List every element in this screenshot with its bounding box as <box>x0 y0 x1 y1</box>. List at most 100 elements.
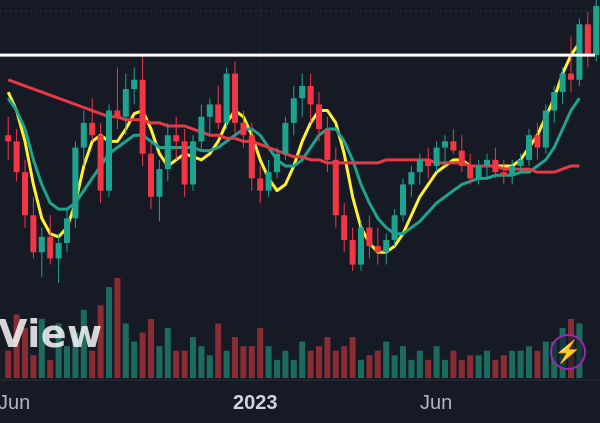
candle <box>156 159 163 222</box>
candle <box>299 73 306 117</box>
volume-bar <box>38 318 45 378</box>
candle-body <box>425 159 432 166</box>
candle-body <box>248 135 255 179</box>
candle <box>30 196 37 259</box>
candle-body <box>97 135 104 191</box>
candle <box>383 233 390 265</box>
volume-bar <box>324 337 331 378</box>
moving-average-lines <box>6 41 581 254</box>
volume-bars <box>5 278 583 378</box>
volume-bar <box>290 359 297 378</box>
watermark-text: View <box>0 312 103 356</box>
volume-bar <box>391 355 398 378</box>
volume-bar <box>265 346 272 378</box>
candle-body <box>257 178 264 191</box>
volume-bar <box>383 341 390 378</box>
candle <box>148 141 154 210</box>
candle-body <box>164 135 171 170</box>
candle-body <box>576 24 583 80</box>
candle <box>400 178 406 222</box>
volume-bar <box>122 323 129 378</box>
candle <box>584 12 591 68</box>
x-tick-label: Jun <box>0 392 31 414</box>
volume-bar <box>106 287 112 378</box>
candle-body <box>316 104 322 130</box>
candle-body <box>232 73 238 123</box>
volume-bar <box>206 355 213 378</box>
candle-body <box>30 215 37 253</box>
candle-body <box>593 5 600 56</box>
volume-bar <box>139 332 146 378</box>
candle-body <box>500 172 507 176</box>
candle <box>131 67 138 105</box>
candle-body <box>290 98 297 123</box>
candle <box>232 61 238 136</box>
volume-bar <box>257 328 264 378</box>
candle <box>223 67 230 130</box>
candle-body <box>47 236 54 259</box>
candle <box>358 221 364 271</box>
volume-bar <box>198 346 205 378</box>
lightning-bolt-icon[interactable]: ⚡ <box>550 334 586 370</box>
candle-body <box>332 159 339 216</box>
x-tick-label: 2023 <box>233 392 278 414</box>
candle <box>433 141 440 173</box>
candle <box>274 147 280 179</box>
candle-body <box>55 243 62 259</box>
volume-bar <box>164 328 171 378</box>
volume-bar <box>156 346 163 378</box>
candle-body <box>13 141 20 173</box>
volume-bar <box>307 350 314 378</box>
candles <box>5 0 600 284</box>
volume-bar <box>458 359 465 378</box>
volume-bar <box>114 278 121 378</box>
candle-body <box>190 141 196 185</box>
candle <box>316 92 322 142</box>
candle-body <box>433 147 440 166</box>
candle <box>500 159 507 185</box>
moving-average-yellow <box>6 41 581 254</box>
candle <box>551 85 558 123</box>
candle <box>64 209 70 253</box>
volume-bar <box>55 323 62 378</box>
candle <box>13 129 20 182</box>
candle <box>173 116 180 160</box>
candle <box>215 85 222 130</box>
volume-bar <box>47 359 54 378</box>
candle <box>282 116 289 160</box>
volume-bar <box>366 355 373 378</box>
volume-bar <box>299 341 306 378</box>
candle <box>391 209 398 247</box>
volume-bar <box>316 346 322 378</box>
volume-bar <box>190 337 196 378</box>
candle-body <box>391 215 398 240</box>
candle <box>89 98 96 142</box>
candle-body <box>181 141 188 185</box>
candle <box>542 104 549 154</box>
candle-body <box>517 159 524 166</box>
x-tick-label: Jun <box>420 392 453 414</box>
volume-bar <box>408 359 415 378</box>
candle <box>408 166 415 197</box>
candle-body <box>198 116 205 142</box>
volume-bar <box>484 350 490 378</box>
candle-body <box>492 159 499 173</box>
candle-body <box>366 227 373 247</box>
candle <box>366 215 373 259</box>
candle-body <box>38 236 45 253</box>
candle-body <box>442 141 448 148</box>
candle <box>265 159 272 197</box>
volume-bar <box>248 346 255 378</box>
candle <box>517 153 524 173</box>
volume-bar <box>400 346 406 378</box>
volume-bar <box>374 350 381 378</box>
candle-body <box>307 85 314 105</box>
candle-body <box>408 172 415 185</box>
volume-bar <box>64 346 70 378</box>
candle <box>22 159 28 228</box>
candle-body <box>467 166 474 179</box>
candle-body <box>89 122 96 136</box>
volume-bar <box>349 337 356 378</box>
